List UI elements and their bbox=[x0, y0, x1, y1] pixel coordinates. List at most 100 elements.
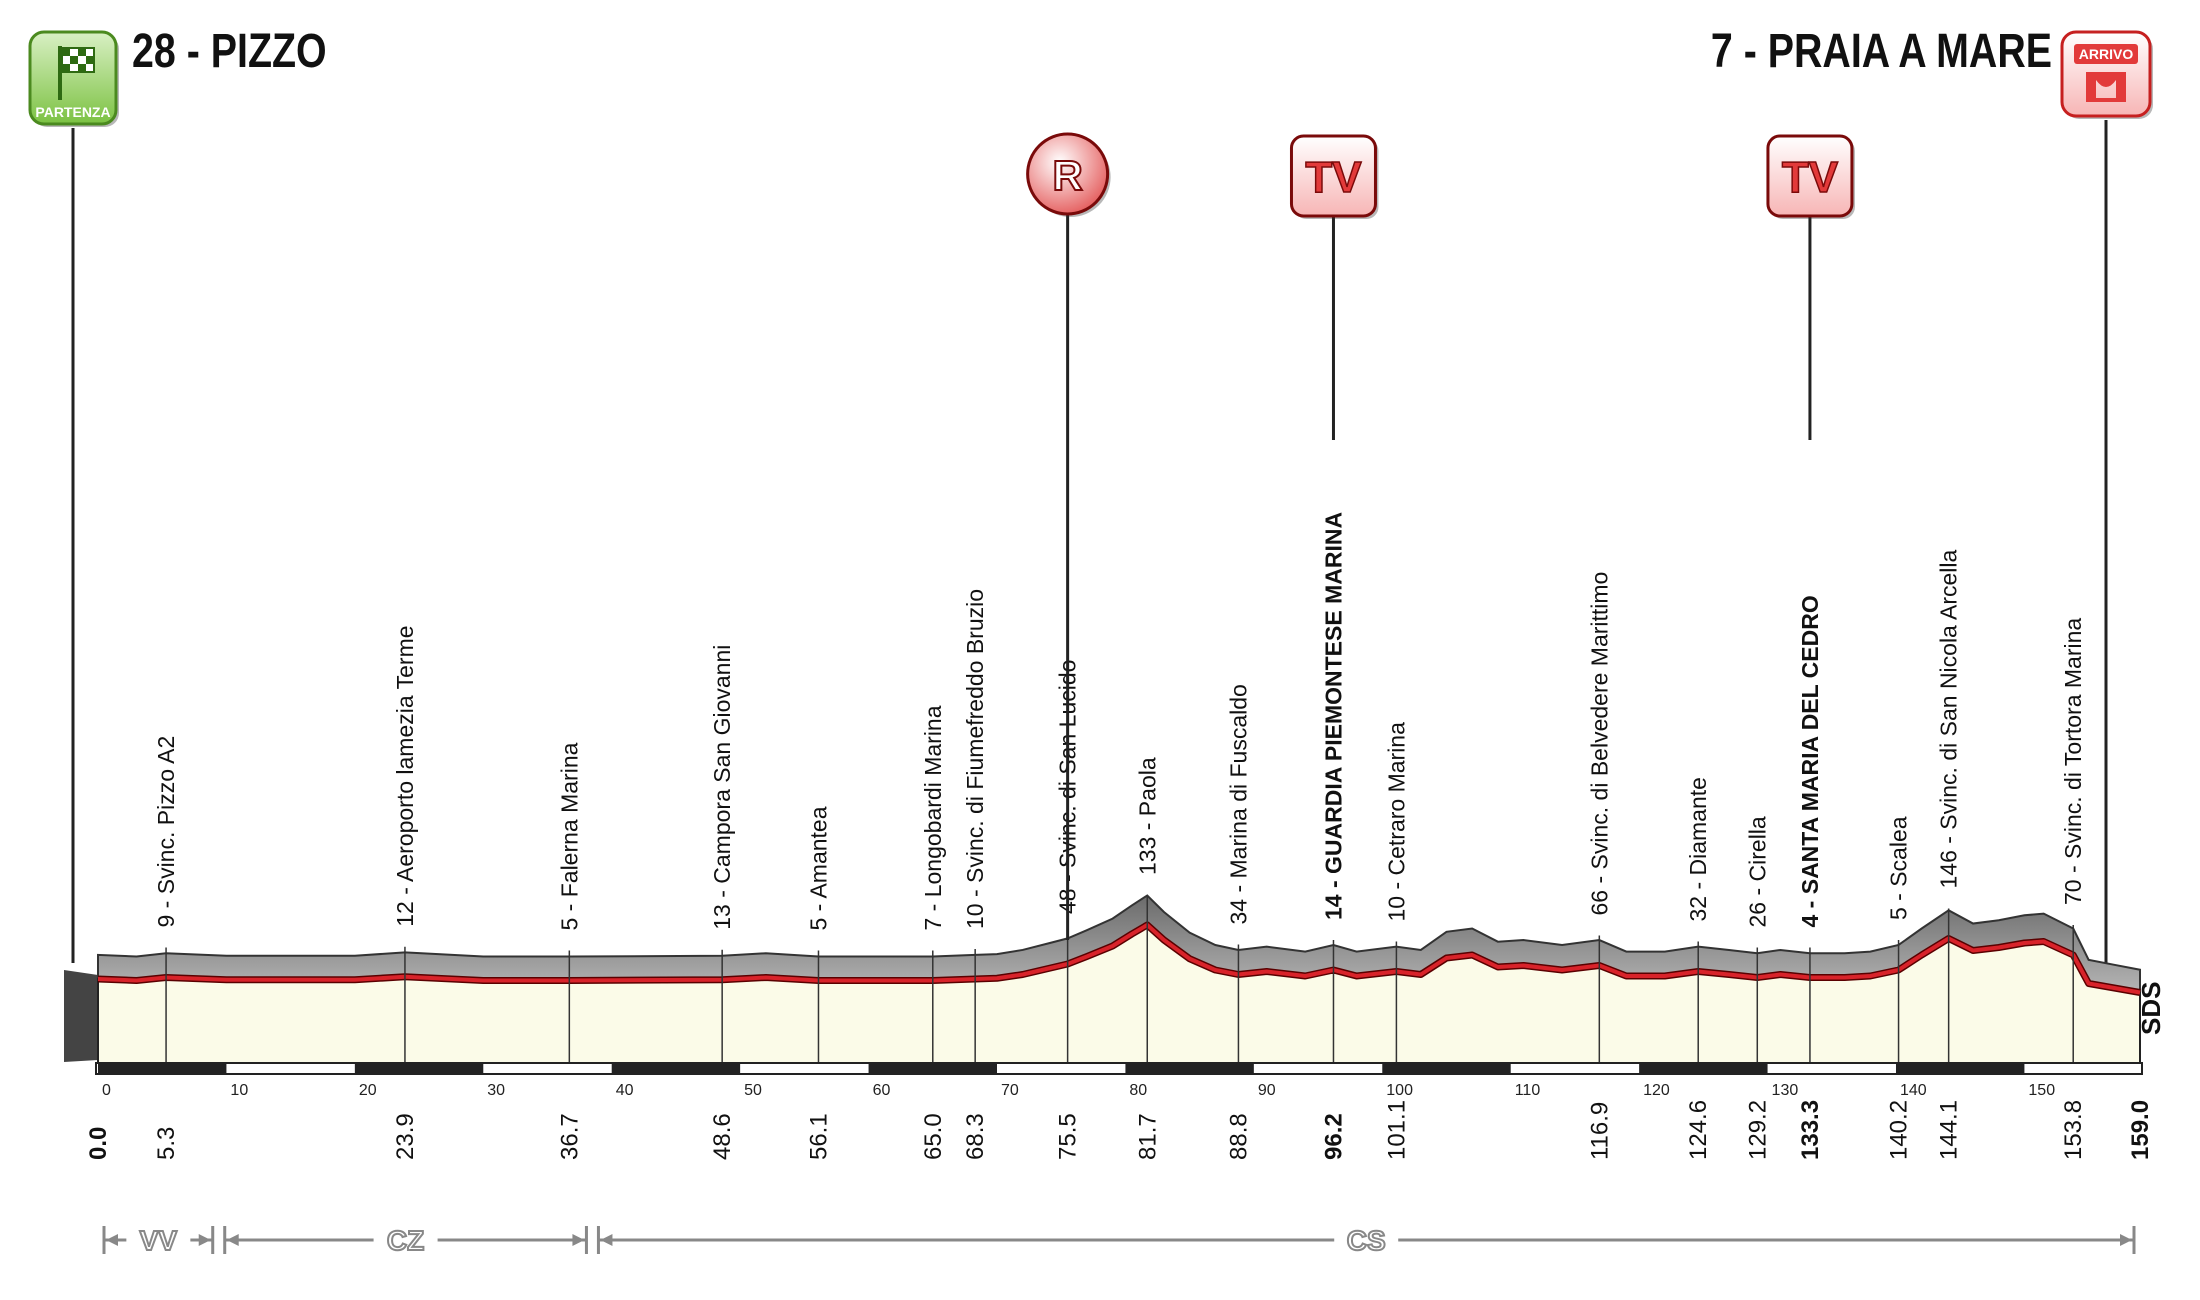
axis-bar bbox=[95, 1062, 2143, 1075]
waypoint-km: 133.3 bbox=[1797, 1100, 1824, 1160]
refuel-marker: R bbox=[1026, 132, 1111, 940]
waypoint-name: 5 - Falerna Marina bbox=[556, 742, 582, 930]
axis-tick-label: 20 bbox=[359, 1082, 377, 1099]
waypoint-km: 36.7 bbox=[556, 1113, 583, 1160]
waypoint-name: 70 - Svinc. di Tortora Marina bbox=[2060, 618, 2086, 905]
waypoint-km: 140.2 bbox=[1886, 1100, 1913, 1160]
refuel-icon bbox=[1026, 132, 1110, 216]
waypoint-name: 13 - Campora San Giovanni bbox=[709, 645, 735, 930]
axis-tick-label: 100 bbox=[1386, 1082, 1413, 1099]
region-bracket: CS bbox=[596, 1224, 2136, 1257]
axis-segment bbox=[868, 1064, 997, 1073]
waypoint-km: 56.1 bbox=[805, 1113, 832, 1160]
waypoint-name: 34 - Marina di Fuscaldo bbox=[1225, 684, 1251, 924]
start-badge-label: PARTENZA bbox=[35, 104, 110, 120]
waypoint-km: 48.6 bbox=[709, 1113, 736, 1160]
region-code: CZ bbox=[387, 1225, 424, 1256]
region-label-bg bbox=[126, 1224, 191, 1254]
region-bracket: CZ bbox=[223, 1224, 588, 1257]
sds-label: SDS bbox=[2136, 982, 2166, 1035]
waypoint-km: 116.9 bbox=[1586, 1102, 1613, 1160]
start-badge: PARTENZA bbox=[28, 30, 119, 127]
stage-markers: R TV TV bbox=[1026, 132, 1855, 940]
waypoint-km: 65.0 bbox=[920, 1113, 947, 1160]
region-code: CS bbox=[1347, 1225, 1386, 1256]
waypoint-name: 26 - Cirella bbox=[1744, 816, 1770, 927]
axis-segment bbox=[1382, 1064, 1511, 1073]
axis-tick-label: 40 bbox=[616, 1082, 634, 1099]
axis-tick-label: 140 bbox=[1900, 1082, 1927, 1099]
axis-tick-label: 0 bbox=[102, 1082, 111, 1099]
waypoint-name: 5 - Scalea bbox=[1886, 816, 1912, 920]
region-label-bg bbox=[373, 1224, 438, 1254]
waypoint-name: 133 - Paola bbox=[1134, 757, 1160, 875]
axis-tick-label: 150 bbox=[2028, 1082, 2055, 1099]
waypoint-km: 88.8 bbox=[1225, 1113, 1252, 1160]
waypoint-name: 10 - Svinc. di Fiumefreddo Bruzio bbox=[962, 589, 988, 929]
waypoint-name: 9 - Svinc. Pizzo A2 bbox=[153, 736, 179, 928]
region-arrow bbox=[106, 1234, 118, 1246]
waypoint-labels: 0.0 9 - Svinc. Pizzo A2 5.3 12 - Aeroporto … bbox=[85, 512, 2154, 1160]
marker-label: TV bbox=[1305, 153, 1362, 202]
region-label-bg bbox=[1334, 1224, 1399, 1254]
waypoint-name: 32 - Diamante bbox=[1685, 777, 1711, 921]
waypoint-name: 7 - Longobardi Marina bbox=[920, 705, 946, 930]
axis-segment bbox=[1895, 1064, 2025, 1073]
region-arrow bbox=[226, 1234, 239, 1246]
axis-tick-label: 120 bbox=[1643, 1082, 1670, 1099]
profile-chart bbox=[64, 894, 2141, 1064]
waypoint-km: 96.2 bbox=[1320, 1113, 1347, 1160]
region-brackets: VV CZ CS bbox=[102, 1224, 2136, 1257]
waypoint-km: 159.0 bbox=[2127, 1100, 2154, 1160]
axis-segment bbox=[98, 1064, 227, 1073]
profile-side-edge bbox=[64, 970, 98, 1062]
axis-tick-label: 110 bbox=[1515, 1082, 1541, 1099]
axis-segment bbox=[354, 1064, 484, 1073]
waypoint-km: 144.1 bbox=[1936, 1100, 1963, 1160]
axis-tick-label: 130 bbox=[1772, 1082, 1799, 1099]
region-arrow bbox=[198, 1234, 211, 1246]
waypoint-name: 10 - Cetraro Marina bbox=[1383, 722, 1409, 922]
waypoint-km: 5.3 bbox=[153, 1127, 180, 1160]
waypoint-name: 4 - SANTA MARIA DEL CEDRO bbox=[1797, 595, 1823, 927]
waypoint-km: 153.8 bbox=[2060, 1100, 2087, 1160]
axis-segment bbox=[1639, 1064, 1768, 1073]
waypoint-km: 23.9 bbox=[392, 1113, 419, 1160]
waypoint-name: 12 - Aeroporto lamezia Terme bbox=[392, 625, 418, 926]
axis-segment bbox=[1125, 1064, 1254, 1073]
finish-arch-icon bbox=[2086, 72, 2126, 102]
route-line bbox=[97, 923, 2141, 995]
axis-tick-label: 90 bbox=[1258, 1082, 1276, 1099]
start-location-title: 28 - PIZZO bbox=[132, 25, 327, 78]
marker-label: R bbox=[1052, 152, 1082, 199]
axis-tick-label: 70 bbox=[1001, 1082, 1019, 1099]
waypoint-km: 101.1 bbox=[1383, 1100, 1410, 1160]
axis-segment bbox=[611, 1064, 741, 1073]
axis-tick-label: 50 bbox=[744, 1082, 762, 1099]
tv-marker: TV bbox=[1289, 134, 1379, 440]
waypoint-km: 0.0 bbox=[85, 1127, 112, 1160]
waypoint-km: 124.6 bbox=[1685, 1100, 1712, 1160]
waypoint-name: 5 - Amantea bbox=[805, 806, 831, 930]
tv-marker: TV bbox=[1766, 134, 1855, 440]
region-arrow bbox=[2120, 1234, 2132, 1246]
waypoint-km: 129.2 bbox=[1744, 1100, 1771, 1160]
waypoint-km: 68.3 bbox=[962, 1113, 989, 1160]
region-arrow bbox=[600, 1234, 613, 1246]
finish-badge: ARRIVO bbox=[2060, 30, 2153, 119]
marker-label: TV bbox=[1782, 153, 1839, 202]
waypoint-name: 14 - GUARDIA PIEMONTESE MARINA bbox=[1320, 512, 1346, 920]
tv-icon bbox=[1766, 134, 1854, 218]
finish-location-title: 7 - PRAIA A MARE bbox=[1710, 25, 2052, 78]
axis-tick-label: 60 bbox=[873, 1082, 891, 1099]
waypoint-name: 66 - Svinc. di Belvedere Marittimo bbox=[1586, 572, 1612, 916]
checkered-flag-icon bbox=[58, 46, 95, 100]
axis-tick-label: 10 bbox=[230, 1082, 248, 1099]
km-axis: 0 10 20 30 40 50 60 70 80 90 100 110 120 130 140 150 bbox=[95, 1062, 2143, 1099]
finish-badge-label: ARRIVO bbox=[2079, 46, 2134, 62]
waypoint-km: 75.5 bbox=[1055, 1113, 1082, 1160]
region-code: VV bbox=[140, 1225, 178, 1256]
axis-tick-label: 80 bbox=[1129, 1082, 1147, 1099]
waypoint-km: 81.7 bbox=[1134, 1113, 1161, 1160]
